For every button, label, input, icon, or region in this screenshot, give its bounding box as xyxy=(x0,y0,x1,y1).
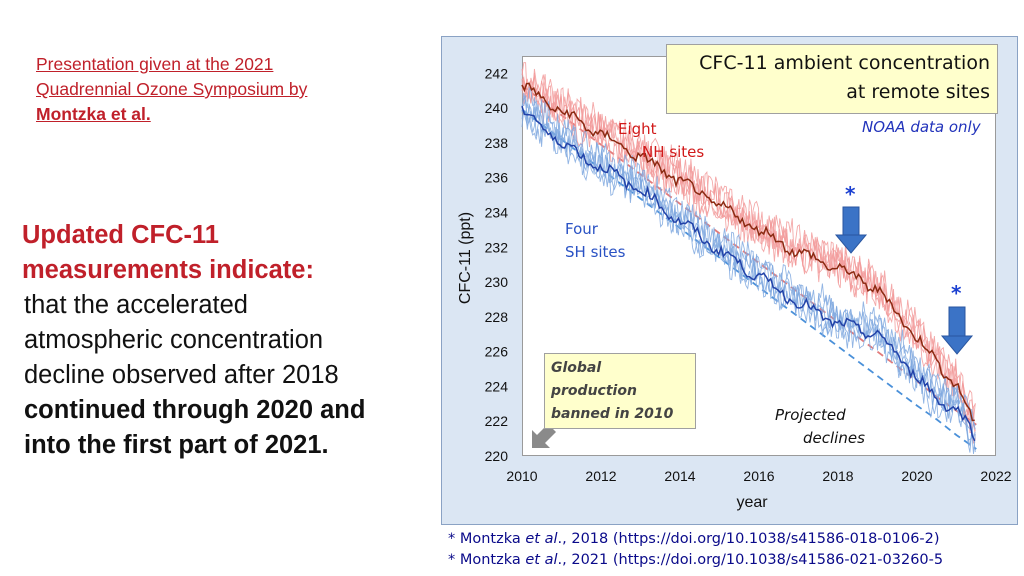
ban-line-3: banned in 2010 xyxy=(551,406,674,422)
ref-2018-doi: ., 2018 (https://doi.org/10.1038/s41586-… xyxy=(557,531,940,547)
footnote-star-2018: * xyxy=(845,182,856,206)
x-tick-label: 2020 xyxy=(901,468,932,484)
projected-declines-label: Projected declines xyxy=(775,404,865,450)
headline-line-1: Updated CFC-11 xyxy=(22,221,219,249)
sh-mean-line xyxy=(521,105,976,442)
credit-line-1: Presentation given at the 2021 xyxy=(36,54,274,74)
y-tick-label: 220 xyxy=(485,448,509,464)
x-tick-label: 2012 xyxy=(585,468,616,484)
sh-site-trace xyxy=(521,93,976,431)
ban-line-1: Global xyxy=(551,360,602,376)
references: * Montzka et al., 2018 (https://doi.org/… xyxy=(448,529,943,571)
main-statement: Updated CFC-11 measurements indicate: th… xyxy=(22,218,442,463)
x-tick-label: 2010 xyxy=(506,468,537,484)
down-arrow-icon-2021 xyxy=(940,306,974,355)
reference-2018: * Montzka et al., 2018 (https://doi.org/… xyxy=(448,529,943,550)
ban-arrow-icon xyxy=(532,424,556,448)
y-tick-label: 238 xyxy=(485,135,509,151)
credit-line-2: Quadrennial Ozone Symposium by xyxy=(36,79,308,99)
sh-series-label: Four SH sites xyxy=(565,218,625,264)
sh-label-line-2: SH sites xyxy=(565,243,626,261)
y-tick-label: 240 xyxy=(485,100,509,116)
y-tick-label: 226 xyxy=(485,344,509,360)
nh-series-label: Eight NH sites xyxy=(618,118,704,164)
y-tick-label: 232 xyxy=(485,239,509,255)
chart-title-line-1: CFC-11 ambient concentration xyxy=(699,52,990,74)
y-tick-label: 228 xyxy=(485,309,509,325)
credit-authors: Montzka et al. xyxy=(36,104,151,124)
reference-2021: * Montzka et al., 2021 (https://doi.org/… xyxy=(448,550,943,571)
statement-line-5: into the first part of 2021. xyxy=(24,431,329,459)
x-tick-label: 2018 xyxy=(822,468,853,484)
series-layer xyxy=(521,62,977,454)
down-arrow-icon-2018 xyxy=(834,206,868,254)
nh-mean-line xyxy=(521,82,975,422)
y-tick-label: 230 xyxy=(485,274,509,290)
y-tick-label: 234 xyxy=(485,205,509,221)
y-tick-label: 236 xyxy=(485,170,509,186)
x-axis-label: year xyxy=(736,494,768,511)
chart-title-line-2: at remote sites xyxy=(846,81,990,103)
y-axis-label: CFC-11 (ppt) xyxy=(457,212,474,304)
y-tick-label: 242 xyxy=(485,65,509,81)
ref-2021-etal: et al xyxy=(525,552,558,568)
headline-line-2: measurements indicate: xyxy=(22,256,314,284)
statement-line-4: continued through 2020 and xyxy=(24,396,366,424)
statement-line-2: atmospheric concentration xyxy=(24,326,324,354)
y-tick-label: 222 xyxy=(485,413,509,429)
footnote-star-2021: * xyxy=(951,281,962,305)
y-axis-ticks: 220 222 224 226 228 230 232 234 236 238 240 242 xyxy=(485,65,509,464)
ref-2021-doi: ., 2021 (https://doi.org/10.1038/s41586-… xyxy=(557,552,944,568)
x-tick-label: 2016 xyxy=(743,468,774,484)
ref-2018-author: * Montzka xyxy=(448,531,526,547)
presentation-credit: Presentation given at the 2021 Quadrenni… xyxy=(36,52,396,127)
production-ban-annotation: Global production banned in 2010 xyxy=(544,353,696,429)
chart-subtitle: NOAA data only xyxy=(862,118,981,136)
x-tick-label: 2014 xyxy=(664,468,695,484)
nh-label-line-2: NH sites xyxy=(642,143,705,161)
nh-label-line-1: Eight xyxy=(618,120,657,138)
statement-line-3: decline observed after 2018 xyxy=(24,361,339,389)
x-axis-ticks: 2010 2012 2014 2016 2018 2020 2022 xyxy=(506,468,1011,484)
x-tick-label: 2022 xyxy=(980,468,1011,484)
y-tick-label: 224 xyxy=(485,378,509,394)
statement-line-1: that the accelerated xyxy=(24,291,248,319)
ref-2021-author: * Montzka xyxy=(448,552,526,568)
projected-line-2: declines xyxy=(803,429,865,447)
ref-2018-etal: et al xyxy=(525,531,558,547)
chart-title-box: CFC-11 ambient concentration at remote s… xyxy=(666,44,998,114)
ban-line-2: production xyxy=(551,383,637,399)
sh-site-trace xyxy=(521,109,976,454)
sh-label-line-1: Four xyxy=(565,220,598,238)
nh-site-trace xyxy=(521,74,976,432)
projected-line-1: Projected xyxy=(775,406,846,424)
